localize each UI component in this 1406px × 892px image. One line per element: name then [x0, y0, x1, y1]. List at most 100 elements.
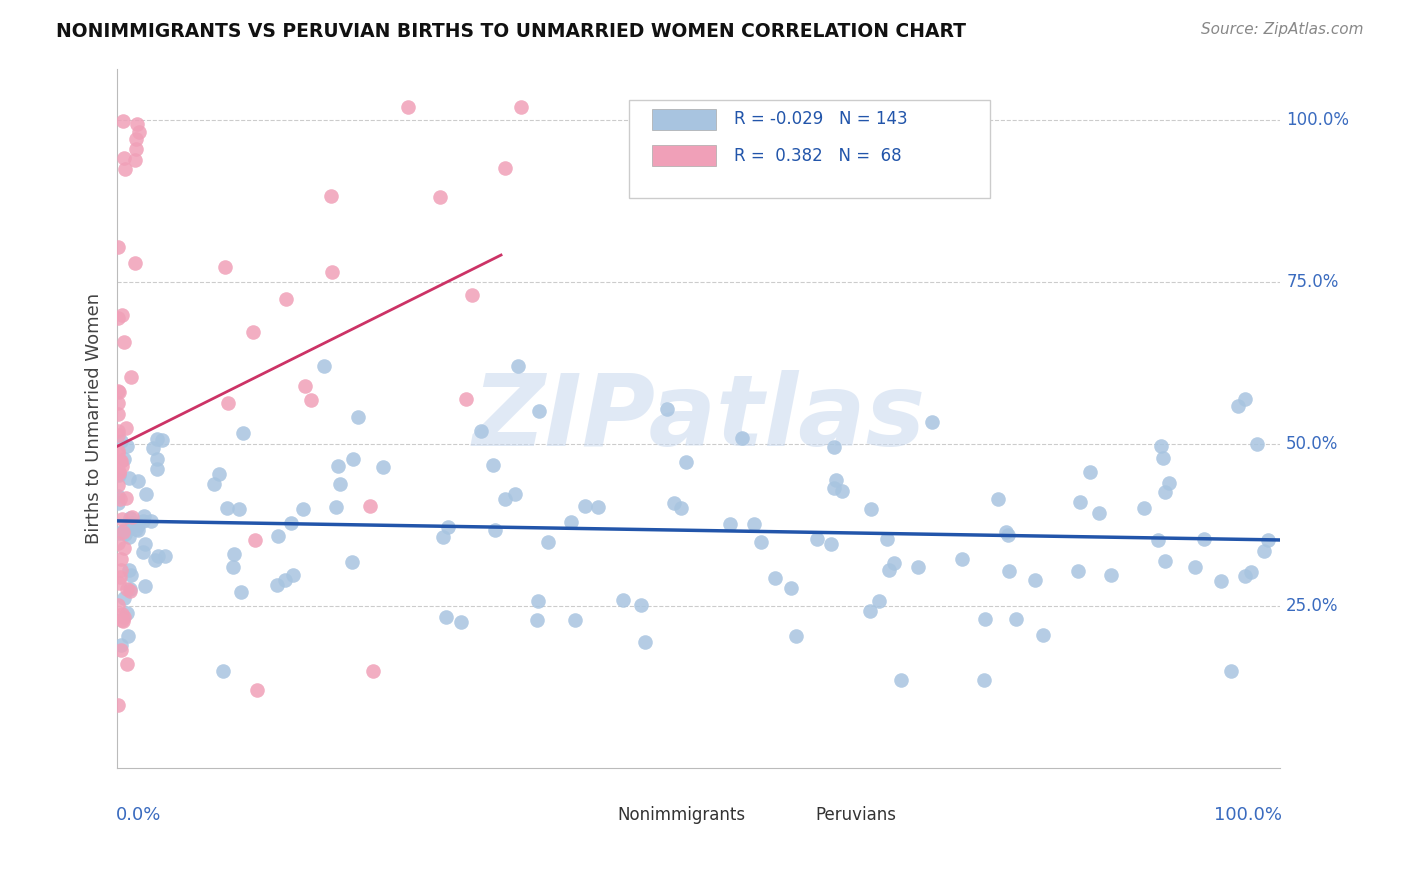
Point	[633, 635, 655, 649]
Point	[217, 396, 239, 410]
Point	[1069, 495, 1091, 509]
Point	[1154, 553, 1177, 567]
Point	[112, 524, 135, 538]
FancyBboxPatch shape	[628, 100, 990, 198]
Bar	[565, 806, 609, 823]
Point	[675, 454, 697, 468]
Point	[146, 452, 169, 467]
Point	[526, 594, 548, 608]
Point	[110, 563, 132, 577]
Point	[454, 392, 477, 407]
Point	[731, 432, 754, 446]
Point	[128, 125, 150, 139]
Point	[143, 553, 166, 567]
Point	[280, 516, 302, 530]
Bar	[652, 109, 716, 130]
Point	[1024, 573, 1046, 587]
Point	[429, 190, 451, 204]
Point	[114, 491, 136, 505]
Point	[859, 604, 882, 618]
Point	[450, 615, 472, 630]
Point	[134, 537, 156, 551]
Point	[1152, 450, 1174, 465]
Point	[274, 573, 297, 587]
Text: 75.0%: 75.0%	[1286, 273, 1339, 291]
Point	[586, 500, 609, 514]
Point	[111, 607, 134, 621]
Point	[108, 466, 131, 480]
Point	[527, 404, 550, 418]
Point	[995, 525, 1018, 540]
Bar	[652, 145, 716, 167]
Point	[120, 369, 142, 384]
Point	[115, 439, 138, 453]
Point	[997, 564, 1019, 578]
Point	[266, 529, 288, 543]
Point	[371, 460, 394, 475]
Text: 100.0%: 100.0%	[1286, 112, 1350, 129]
Point	[134, 579, 156, 593]
Point	[145, 432, 167, 446]
Point	[112, 334, 135, 349]
Point	[876, 532, 898, 546]
Point	[1146, 533, 1168, 547]
Point	[107, 446, 129, 460]
Point	[868, 594, 890, 608]
Point	[294, 379, 316, 393]
Point	[342, 452, 364, 467]
Point	[780, 581, 803, 595]
Point	[124, 153, 146, 167]
Point	[890, 673, 912, 687]
Point	[243, 533, 266, 548]
Point	[134, 508, 156, 523]
Point	[1192, 532, 1215, 546]
Point	[1220, 665, 1243, 679]
Point	[107, 396, 129, 410]
Point	[108, 492, 131, 507]
Point	[1067, 565, 1090, 579]
Point	[1005, 611, 1028, 625]
Point	[117, 582, 139, 596]
Point	[107, 598, 129, 612]
Point	[107, 467, 129, 481]
Point	[107, 240, 129, 254]
Point	[508, 359, 530, 374]
Point	[1234, 569, 1257, 583]
Point	[266, 578, 288, 592]
Point	[107, 496, 129, 510]
Point	[107, 407, 129, 421]
Point	[107, 535, 129, 549]
Point	[879, 563, 901, 577]
Point	[484, 524, 506, 538]
Text: Source: ZipAtlas.com: Source: ZipAtlas.com	[1201, 22, 1364, 37]
Text: ZIPatlas: ZIPatlas	[472, 369, 925, 467]
Point	[470, 424, 492, 438]
Point	[112, 525, 135, 540]
Point	[526, 613, 548, 627]
Point	[831, 483, 853, 498]
Point	[141, 514, 163, 528]
Point	[112, 451, 135, 466]
Point	[107, 428, 129, 442]
Point	[560, 515, 582, 529]
Point	[763, 571, 786, 585]
Point	[321, 265, 343, 279]
Point	[121, 510, 143, 524]
Point	[110, 643, 132, 657]
Point	[120, 582, 142, 597]
Point	[107, 489, 129, 503]
Point	[228, 501, 250, 516]
Point	[146, 462, 169, 476]
Point	[231, 585, 253, 599]
Point	[121, 516, 143, 530]
Point	[359, 499, 381, 513]
Point	[823, 481, 845, 495]
Point	[111, 458, 134, 473]
Point	[361, 664, 384, 678]
Point	[482, 458, 505, 473]
Point	[153, 549, 176, 564]
Point	[662, 496, 685, 510]
Point	[208, 467, 231, 481]
Point	[110, 551, 132, 566]
Point	[232, 425, 254, 440]
